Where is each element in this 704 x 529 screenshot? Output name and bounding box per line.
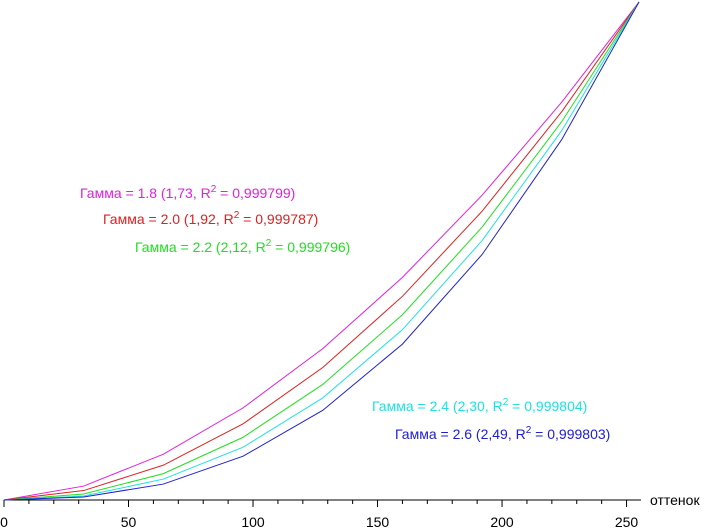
x-tick-label: 200	[490, 514, 514, 529]
curve-label: Гамма = 1.8 (1,73, R2 = 0,999799)	[80, 184, 295, 201]
x-tick-label: 250	[615, 514, 639, 529]
curve-label: Гамма = 2.0 (1,92, R2 = 0,999787)	[103, 210, 318, 227]
x-tick-label: 100	[241, 514, 265, 529]
x-tick-label: 0	[0, 514, 8, 529]
gamma-curve	[3, 1, 640, 501]
curve-label-text: Гамма = 2.4 (2,30, R	[372, 398, 503, 414]
curve-label-text: Гамма = 1.8 (1,73, R	[80, 185, 211, 201]
gamma-curve	[3, 1, 640, 501]
gamma-curve	[3, 1, 640, 501]
x-tick-label: 50	[121, 514, 137, 529]
curve-label-text: = 0,999799)	[216, 185, 295, 201]
x-tick-label: 150	[366, 514, 390, 529]
curve-label-text: = 0,999787)	[239, 211, 318, 227]
curve-label-text: = 0,999803)	[531, 426, 610, 442]
x-axis-label: оттенок	[650, 492, 700, 508]
curve-label: Гамма = 2.2 (2,12, R2 = 0,999796)	[135, 238, 350, 255]
curve-label-text: Гамма = 2.2 (2,12, R	[135, 239, 266, 255]
curve-label-sup: 2	[234, 210, 240, 221]
curve-label-text: Гамма = 2.0 (1,92, R	[103, 211, 234, 227]
curve-label-text: = 0,999796)	[271, 239, 350, 255]
gamma-curve	[3, 1, 640, 501]
curve-label: Гамма = 2.4 (2,30, R2 = 0,999804)	[372, 397, 587, 414]
curve-label-sup: 2	[211, 184, 217, 195]
gamma-curve	[3, 1, 640, 501]
curve-label-text: = 0,999804)	[508, 398, 587, 414]
curve-label-sup: 2	[503, 397, 509, 408]
curve-label-sup: 2	[526, 425, 532, 436]
curve-label-text: Гамма = 2.6 (2,49, R	[395, 426, 526, 442]
curve-label: Гамма = 2.6 (2,49, R2 = 0,999803)	[395, 425, 610, 442]
curve-label-sup: 2	[266, 238, 272, 249]
